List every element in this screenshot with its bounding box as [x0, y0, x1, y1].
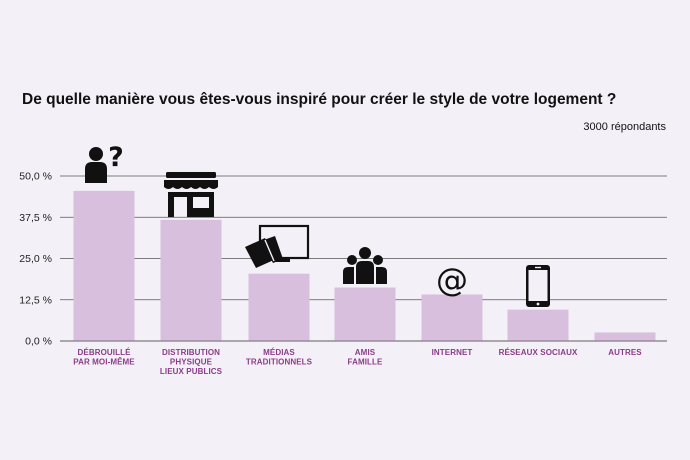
- x-category-label: INTERNET: [432, 348, 473, 357]
- bar: [73, 190, 135, 341]
- x-category-label: AUTRES: [608, 348, 642, 357]
- chart-subtitle: 3000 répondants: [583, 121, 666, 133]
- bar: [421, 294, 483, 341]
- at-icon: @: [436, 261, 468, 299]
- bar: [160, 219, 222, 341]
- bar: [334, 287, 396, 341]
- x-category-label: DÉBROUILLÉ PAR MOI-MÊME: [73, 348, 135, 367]
- store-icon: [164, 172, 218, 217]
- media-icon: [245, 224, 310, 268]
- smartphone-icon: [526, 265, 550, 307]
- bar: [248, 273, 310, 341]
- family-icon: [343, 247, 387, 284]
- y-tick-label: 50,0 %: [19, 171, 52, 183]
- x-category-label: AMIS FAMILLE: [348, 348, 383, 367]
- bar: [507, 309, 569, 341]
- svg-text:@: @: [436, 261, 468, 299]
- y-tick-label: 37,5 %: [19, 212, 52, 224]
- svg-text:?: ?: [108, 142, 124, 173]
- y-tick-label: 25,0 %: [19, 253, 52, 265]
- person-question-icon: ?: [85, 142, 124, 183]
- x-category-label: RÉSEAUX SOCIAUX: [499, 348, 578, 357]
- chart-title: De quelle manière vous êtes-vous inspiré…: [22, 91, 617, 108]
- x-category-label: MÉDIAS TRADITIONNELS: [246, 348, 313, 367]
- y-tick-label: 0,0 %: [25, 336, 52, 348]
- bar: [594, 332, 656, 341]
- y-tick-label: 12,5 %: [19, 294, 52, 306]
- x-category-label: DISTRIBUTION PHYSIQUE LIEUX PUBLICS: [160, 348, 223, 376]
